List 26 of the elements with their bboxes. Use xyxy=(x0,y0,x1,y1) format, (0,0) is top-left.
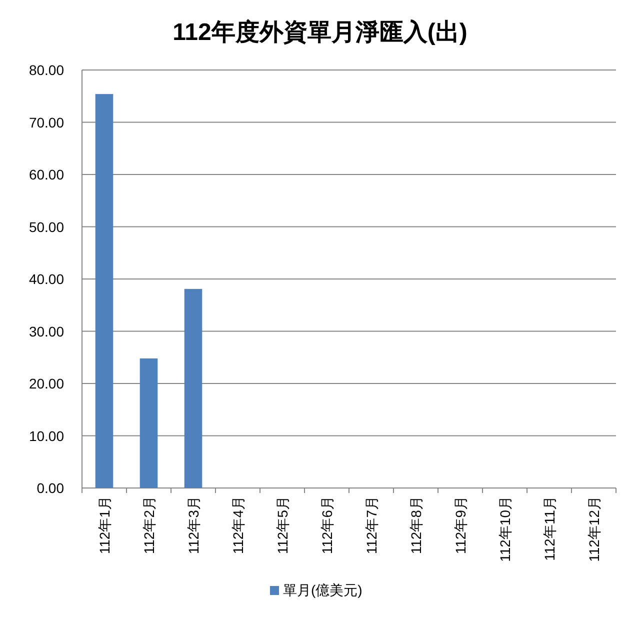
bar xyxy=(95,94,114,488)
chart-title: 112年度外資單月淨匯入(出) xyxy=(172,19,468,46)
x-tick-label: 112年7月 xyxy=(363,496,380,554)
y-tick-label: 0.00 xyxy=(36,480,64,496)
x-tick-label: 112年12月 xyxy=(586,496,602,562)
y-tick-label: 50.00 xyxy=(28,218,64,235)
bar xyxy=(184,288,202,488)
y-tick-label: 20.00 xyxy=(28,376,64,392)
x-tick-label: 112年5月 xyxy=(274,496,290,554)
y-tick-label: 30.00 xyxy=(28,323,64,340)
x-tick-label: 112年1月 xyxy=(96,496,112,554)
x-tick-label: 112年11月 xyxy=(541,496,558,561)
y-tick-label: 80.00 xyxy=(28,62,64,78)
y-tick-label: 60.00 xyxy=(28,166,64,182)
x-tick-label: 112年8月 xyxy=(408,496,424,554)
y-tick-label: 10.00 xyxy=(28,428,64,444)
y-tick-label: 40.00 xyxy=(28,271,64,287)
y-tick-label: 70.00 xyxy=(28,114,64,130)
x-tick-label: 112年4月 xyxy=(230,496,246,554)
bar xyxy=(140,358,158,488)
x-tick-label: 112年6月 xyxy=(318,496,335,554)
x-tick-label: 112年2月 xyxy=(140,496,157,554)
x-tick-label: 112年9月 xyxy=(452,496,468,554)
x-tick-label: 112年3月 xyxy=(185,496,202,554)
legend-label: 單月(億美元) xyxy=(283,582,362,598)
x-tick-label: 112年10月 xyxy=(496,496,513,562)
